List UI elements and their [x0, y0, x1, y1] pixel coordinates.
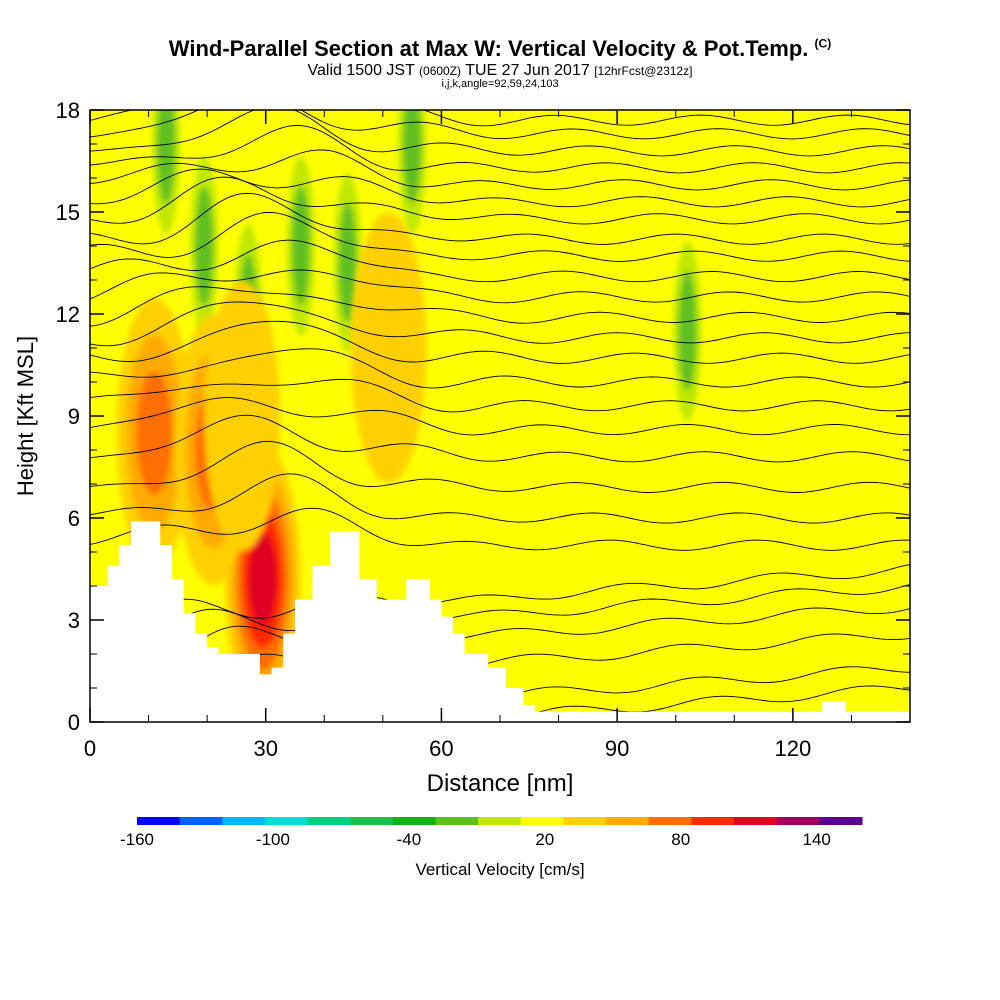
isentrope-line: [90, 564, 910, 632]
colorbar-swatch: [179, 817, 223, 825]
isentrope-line: [90, 149, 910, 191]
x-tick-label: 60: [429, 736, 453, 761]
isentrope-line: [90, 301, 910, 347]
colorbar-swatch: [520, 817, 564, 825]
downdraft-core: [407, 110, 418, 179]
y-tick-label: 3: [68, 608, 80, 633]
clipped-field: [90, 110, 910, 722]
y-tick-label: 12: [56, 302, 80, 327]
colorbar-swatch: [563, 817, 607, 825]
y-tick-label: 15: [56, 200, 80, 225]
colorbar-swatch: [307, 817, 351, 825]
colorbar-swatch: [435, 817, 479, 825]
y-tick-label: 9: [68, 404, 80, 429]
colorbar-swatch: [691, 817, 735, 825]
isentrope-line: [90, 348, 910, 389]
isentrope-line: [285, 685, 910, 722]
isentrope-line: [90, 473, 910, 524]
isentrope-line: [90, 110, 910, 127]
title-text: Wind-Parallel Section at Max W: Vertical…: [168, 36, 809, 61]
isentrope-line: [90, 414, 910, 463]
chart-title: Wind-Parallel Section at Max W: Vertical…: [0, 36, 1000, 62]
colorbar-tick-label: 80: [671, 830, 690, 849]
isentrope-line: [90, 110, 910, 140]
isentrope-line: [90, 320, 910, 364]
colorbar-tick-label: -100: [256, 830, 290, 849]
colorbar-tick-label: -160: [120, 830, 154, 849]
y-tick-label: 6: [68, 506, 80, 531]
valid-date: TUE 27 Jun 2017: [465, 62, 590, 79]
isentrope-line: [90, 176, 910, 225]
isentrope-line: [90, 584, 910, 651]
valid-time: Valid 1500 JST: [307, 62, 415, 79]
isentrope-line: [90, 286, 910, 327]
colorbar-label: Vertical Velocity [cm/s]: [415, 860, 585, 879]
x-tick-label: 30: [253, 736, 277, 761]
updraft-contour: [136, 371, 173, 495]
isentrope-line: [90, 125, 910, 174]
isentrope-line: [90, 110, 910, 157]
colorbar-swatch: [392, 817, 437, 825]
colorbar-tick-label: 20: [535, 830, 554, 849]
isentrope-line: [90, 397, 910, 436]
x-tick-label: 120: [774, 736, 811, 761]
colorbar: -160 -100 -40 20 80 140: [120, 817, 863, 849]
x-axis-label: Distance [nm]: [427, 770, 574, 797]
copyright-mark: (C): [814, 36, 832, 51]
isentrope-line: [90, 440, 910, 493]
isentrope-line: [90, 378, 910, 413]
isentrope-lines: [90, 110, 910, 722]
terrain-mask: [90, 521, 910, 722]
updraft-field: [116, 213, 427, 715]
y-tick-label: 18: [56, 98, 80, 123]
colorbar-tick-label: 140: [803, 830, 831, 849]
colorbar-swatch: [350, 817, 394, 825]
colorbar-swatch: [478, 817, 522, 825]
y-tick-label: 0: [68, 710, 80, 735]
colorbar-swatch: [222, 817, 266, 825]
colorbar-tick-label: -40: [397, 830, 422, 849]
colorbar-swatch: [648, 817, 692, 825]
zulu-time: (0600Z): [419, 64, 462, 78]
x-tick-label: 90: [605, 736, 629, 761]
isentrope-line: [90, 168, 910, 208]
isentrope-line: [90, 211, 910, 262]
colorbar-swatch: [137, 817, 181, 825]
plot-area: [90, 110, 910, 722]
isentrope-line: [90, 607, 910, 672]
grid-params: i,j,k,angle=92,59,24,103: [441, 78, 559, 90]
updraft-contour: [204, 281, 281, 551]
isentrope-line: [90, 192, 910, 245]
colorbar-swatch: [734, 817, 778, 825]
downdraft-core: [682, 296, 693, 366]
downdraft-core: [295, 211, 306, 281]
updraft-contour: [248, 532, 277, 627]
colorbar-swatch: [606, 817, 650, 825]
axes: 0 30 60 90 120 0 3 6 9 12 15 18 Distance [nm] Height …: [13, 98, 911, 797]
colorbar-swatch: [264, 817, 309, 825]
isentrope-line: [90, 507, 910, 551]
isentrope-line: [90, 239, 910, 283]
forecast-info: [12hrFcst@2312z]: [594, 64, 693, 78]
chart-subtitle: Valid 1500 JST (0600Z) TUE 27 Jun 2017 […: [0, 62, 1000, 80]
x-tick-label: 0: [84, 736, 96, 761]
colorbar-swatch: [819, 817, 863, 825]
downdraft-core: [342, 228, 353, 298]
colorbar-swatch: [776, 817, 820, 825]
y-axis-label: Height [Kft MSL]: [13, 336, 38, 496]
isentrope-line: [90, 269, 910, 304]
updraft-contour: [350, 213, 427, 483]
